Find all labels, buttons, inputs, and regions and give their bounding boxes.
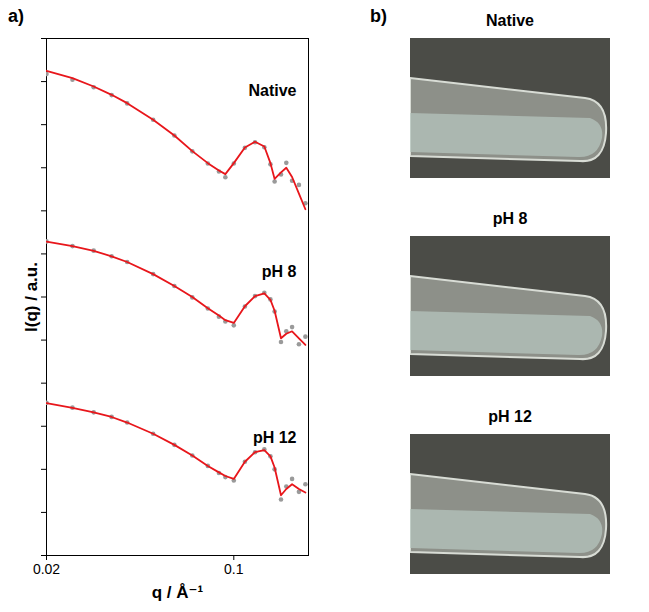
html-text:Native: Native <box>486 12 534 29</box>
html-text:pH 8: pH 8 <box>492 210 528 227</box>
html-text:pH 12: pH 12 <box>488 408 532 425</box>
html-text:a): a) <box>8 6 24 26</box>
svg-text:0.02: 0.02 <box>33 561 60 577</box>
svg-text:Native: Native <box>248 82 296 99</box>
svg-text:I(q) / a.u.: I(q) / a.u. <box>22 262 41 332</box>
svg-text:0.1: 0.1 <box>224 561 244 577</box>
svg-text:pH 12: pH 12 <box>253 429 297 446</box>
html-text:b): b) <box>370 6 387 26</box>
svg-text:pH 8: pH 8 <box>262 263 297 280</box>
svg-text:q / Å⁻¹: q / Å⁻¹ <box>152 583 204 602</box>
